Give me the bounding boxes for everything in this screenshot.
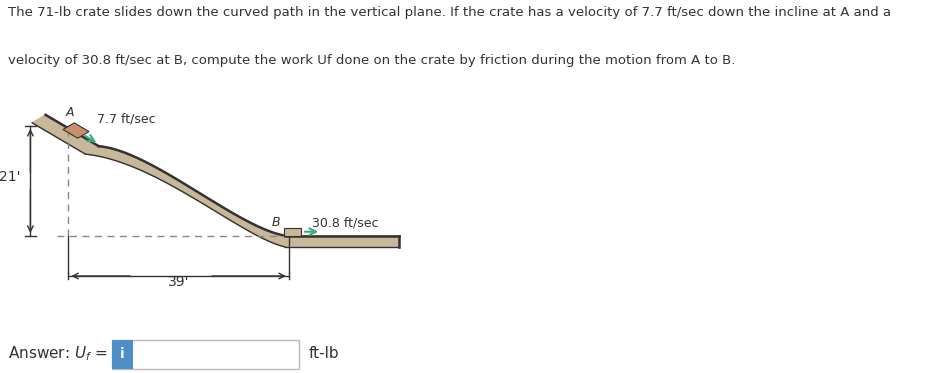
Text: i: i (121, 347, 124, 361)
Text: B: B (272, 216, 280, 229)
Polygon shape (32, 115, 399, 247)
Text: ft-lb: ft-lb (309, 346, 339, 361)
Text: The 71-lb crate slides down the curved path in the vertical plane. If the crate : The 71-lb crate slides down the curved p… (8, 6, 891, 19)
Text: 30.8 ft/sec: 30.8 ft/sec (312, 216, 378, 229)
FancyBboxPatch shape (112, 340, 299, 369)
Polygon shape (63, 123, 89, 138)
Text: A: A (66, 106, 74, 119)
Text: 7.7 ft/sec: 7.7 ft/sec (97, 113, 156, 126)
Text: 39': 39' (168, 275, 189, 289)
FancyBboxPatch shape (112, 340, 133, 369)
Text: 21': 21' (0, 170, 20, 184)
Text: Answer: $U_f$ =: Answer: $U_f$ = (8, 344, 107, 363)
Text: velocity of 30.8 ft/sec at B, compute the work Uf done on the crate by friction : velocity of 30.8 ft/sec at B, compute th… (8, 54, 735, 67)
Bar (284, 228, 301, 236)
